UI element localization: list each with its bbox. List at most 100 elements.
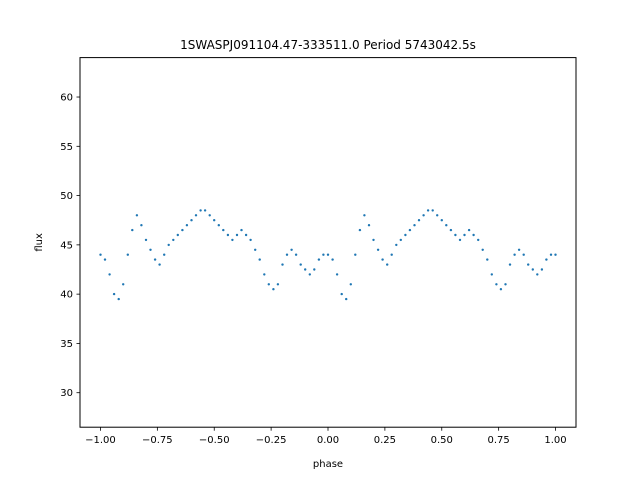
data-point	[181, 228, 184, 232]
data-point	[376, 248, 380, 251]
data-point	[540, 268, 544, 271]
data-point	[112, 292, 116, 296]
data-point	[249, 238, 252, 242]
data-point	[426, 209, 430, 212]
data-point	[263, 273, 266, 276]
x-tick-label: 0.25	[374, 435, 396, 446]
data-point	[399, 238, 402, 242]
data-point	[203, 209, 207, 212]
data-point	[304, 268, 307, 271]
data-point	[222, 228, 225, 232]
data-point	[477, 238, 480, 242]
data-point	[481, 248, 484, 251]
data-point	[545, 258, 548, 261]
chart-title: 1SWASPJ091104.47-333511.0 Period 5743042…	[180, 38, 476, 52]
data-point	[531, 268, 534, 271]
data-point	[504, 283, 507, 286]
y-tick-label: 50	[60, 191, 73, 202]
y-tick-label: 40	[60, 290, 73, 301]
data-point	[458, 238, 462, 242]
data-point	[267, 283, 270, 286]
data-point	[226, 233, 230, 237]
data-point	[108, 273, 111, 276]
data-point	[313, 268, 316, 271]
data-point	[213, 219, 216, 222]
data-point	[158, 263, 161, 266]
data-point	[144, 238, 148, 242]
data-point	[454, 233, 457, 237]
data-point	[317, 258, 321, 261]
data-point	[404, 233, 407, 237]
data-point	[422, 214, 425, 217]
data-point	[395, 243, 398, 247]
data-point	[231, 238, 234, 242]
data-point	[149, 248, 152, 251]
data-point	[153, 258, 157, 261]
data-point	[363, 214, 366, 217]
y-tick-label: 55	[60, 142, 73, 153]
data-point	[445, 224, 448, 227]
data-point	[495, 283, 498, 286]
data-point	[308, 273, 311, 276]
data-point	[190, 219, 193, 222]
x-tick-label: 0.50	[431, 435, 453, 446]
data-point	[549, 253, 553, 256]
data-point	[522, 253, 525, 256]
data-point	[436, 214, 439, 217]
data-point	[490, 273, 493, 276]
data-point	[536, 273, 539, 276]
data-point	[131, 228, 134, 232]
data-point	[199, 209, 202, 212]
data-point	[513, 253, 516, 256]
data-point	[386, 263, 389, 266]
y-tick-label: 30	[60, 388, 73, 399]
data-point	[254, 248, 257, 251]
data-point	[176, 233, 179, 237]
data-point	[467, 228, 471, 232]
data-point	[126, 253, 129, 256]
data-point	[358, 228, 362, 232]
x-tick-label: 0.00	[317, 435, 339, 446]
data-point	[463, 233, 466, 237]
data-point	[235, 233, 239, 237]
data-point	[449, 228, 453, 232]
x-tick-label: 1.00	[544, 435, 566, 446]
x-tick-label: −0.25	[256, 435, 287, 446]
data-point	[217, 224, 220, 227]
data-points	[99, 209, 557, 301]
data-point	[185, 224, 189, 227]
x-axis: −1.00 −0.75 −0.50 −0.25 0.00 0.25 0.50 0.75 1.00	[85, 427, 567, 446]
y-tick-label: 35	[60, 339, 73, 350]
data-point	[367, 224, 371, 227]
data-point	[294, 253, 298, 256]
data-point	[290, 248, 293, 251]
data-point	[163, 253, 166, 256]
data-point	[258, 258, 261, 261]
data-point	[272, 288, 275, 291]
data-point	[140, 224, 143, 227]
data-point	[349, 283, 352, 286]
data-point	[117, 297, 120, 301]
data-point	[240, 228, 243, 232]
data-point	[408, 228, 412, 232]
data-point	[194, 214, 198, 217]
y-tick-label: 45	[60, 240, 73, 251]
x-axis-label: phase	[313, 459, 343, 470]
data-point	[517, 248, 521, 251]
data-point	[390, 253, 393, 256]
y-axis-label: flux	[34, 233, 45, 252]
data-point	[554, 253, 557, 256]
data-point	[472, 233, 475, 237]
data-point	[299, 263, 302, 266]
data-point	[335, 273, 339, 276]
data-point	[372, 238, 375, 242]
data-point	[527, 263, 530, 266]
data-point	[276, 283, 280, 286]
data-point	[431, 209, 434, 212]
y-axis: 30 35 40 45 50 55 60	[60, 93, 80, 399]
data-point	[340, 292, 343, 296]
data-point	[244, 233, 248, 237]
data-point	[285, 253, 289, 256]
